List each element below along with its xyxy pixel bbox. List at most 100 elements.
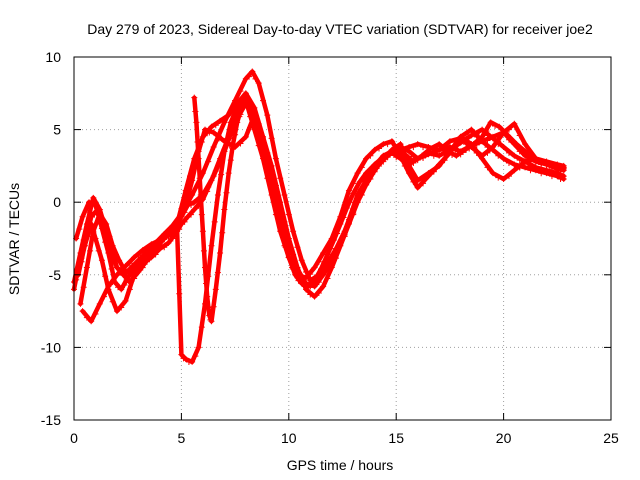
data-point-marker [105, 283, 112, 290]
data-point-marker [225, 170, 232, 177]
data-point-marker [95, 247, 102, 254]
data-point-marker [305, 283, 312, 290]
data-point-marker [397, 155, 404, 162]
data-point-marker [181, 218, 188, 225]
data-point-marker [101, 293, 108, 300]
data-point-marker [263, 160, 270, 167]
data-point-marker [96, 210, 103, 217]
data-point-marker [380, 154, 387, 161]
data-point-marker [93, 221, 100, 228]
data-point-marker [406, 161, 413, 168]
data-point-marker [371, 146, 378, 153]
data-point-marker [227, 119, 234, 126]
data-point-marker [473, 131, 480, 138]
data-point-marker [340, 214, 347, 221]
data-point-marker [311, 293, 318, 300]
data-point-marker [189, 177, 196, 184]
data-point-marker [250, 111, 257, 118]
data-point-marker [165, 232, 172, 239]
data-point-marker [266, 173, 273, 180]
data-point-marker [221, 119, 228, 126]
data-point-marker [87, 247, 94, 254]
y-tick-label: 5 [53, 122, 61, 138]
data-point-marker [276, 218, 283, 225]
x-tick-labels: 0 5 10 15 20 25 [70, 430, 619, 446]
data-point-marker [102, 273, 109, 280]
data-point-marker [135, 252, 142, 259]
data-point-marker [182, 202, 189, 209]
data-point-marker [420, 180, 427, 187]
data-point-marker [511, 161, 518, 168]
data-point-marker [176, 290, 183, 297]
data-point-marker [468, 126, 475, 133]
data-point-marker [98, 257, 105, 264]
data-point-marker [198, 324, 205, 331]
data-point-marker [202, 126, 209, 133]
data-point-marker [212, 286, 219, 293]
data-point-marker [308, 282, 315, 289]
data-point-marker [118, 268, 125, 275]
data-point-marker [479, 152, 486, 159]
data-point-marker [115, 284, 122, 291]
data-point-marker [174, 220, 181, 227]
data-point-marker [496, 123, 503, 130]
data-point-marker [446, 138, 453, 145]
series-band [80, 95, 566, 365]
data-point-marker [341, 231, 348, 238]
data-point-marker [208, 123, 215, 130]
data-point-marker [367, 152, 374, 159]
data-point-marker [252, 75, 259, 82]
data-point-marker [126, 260, 133, 267]
data-point-marker [79, 308, 86, 315]
y-tick-labels: -15 -10 -5 0 5 10 [41, 49, 61, 428]
data-point-marker [242, 97, 249, 104]
data-point-marker [333, 250, 340, 257]
data-point-marker [410, 178, 417, 185]
data-point-marker [324, 251, 331, 258]
data-point-marker [255, 80, 262, 87]
data-point-marker [420, 154, 427, 161]
data-point-marker [436, 161, 443, 168]
data-point-marker [500, 129, 507, 136]
data-point-marker [500, 144, 507, 151]
data-point-marker [260, 97, 267, 104]
data-point-marker [538, 167, 545, 174]
data-point-marker [436, 146, 443, 153]
data-point-marker [505, 126, 512, 133]
data-point-marker [206, 312, 213, 319]
data-point-marker [188, 211, 195, 218]
data-point-marker [425, 149, 432, 156]
data-point-marker [285, 211, 292, 218]
data-point-marker [104, 240, 111, 247]
data-point-marker [193, 119, 200, 126]
data-point-marker [205, 158, 212, 165]
data-point-marker [203, 280, 210, 287]
data-point-marker [522, 141, 529, 148]
data-point-marker [124, 274, 131, 281]
data-point-marker [436, 141, 443, 148]
data-point-marker [511, 167, 518, 174]
data-point-marker [207, 316, 214, 323]
data-point-marker [522, 158, 529, 165]
data-point-marker [315, 258, 322, 265]
data-point-marker [144, 245, 151, 252]
data-point-marker [88, 318, 95, 325]
data-point-marker [414, 141, 421, 148]
data-point-marker [188, 202, 195, 209]
data-point-marker [292, 271, 299, 278]
data-point-marker [324, 275, 331, 282]
data-point-marker [86, 199, 93, 206]
data-point-marker [156, 236, 163, 243]
data-point-marker [522, 148, 529, 155]
data-point-marker [285, 254, 292, 261]
data-point-marker [484, 164, 491, 171]
plot-frame [73, 56, 612, 421]
y-tick-label: -5 [49, 267, 62, 283]
data-point-marker [495, 174, 502, 181]
data-point-marker [83, 314, 90, 321]
data-point-marker [315, 289, 322, 296]
data-point-marker [388, 149, 395, 156]
data-point-marker [350, 180, 357, 187]
data-point-marker [78, 258, 85, 265]
data-point-marker [315, 279, 322, 286]
